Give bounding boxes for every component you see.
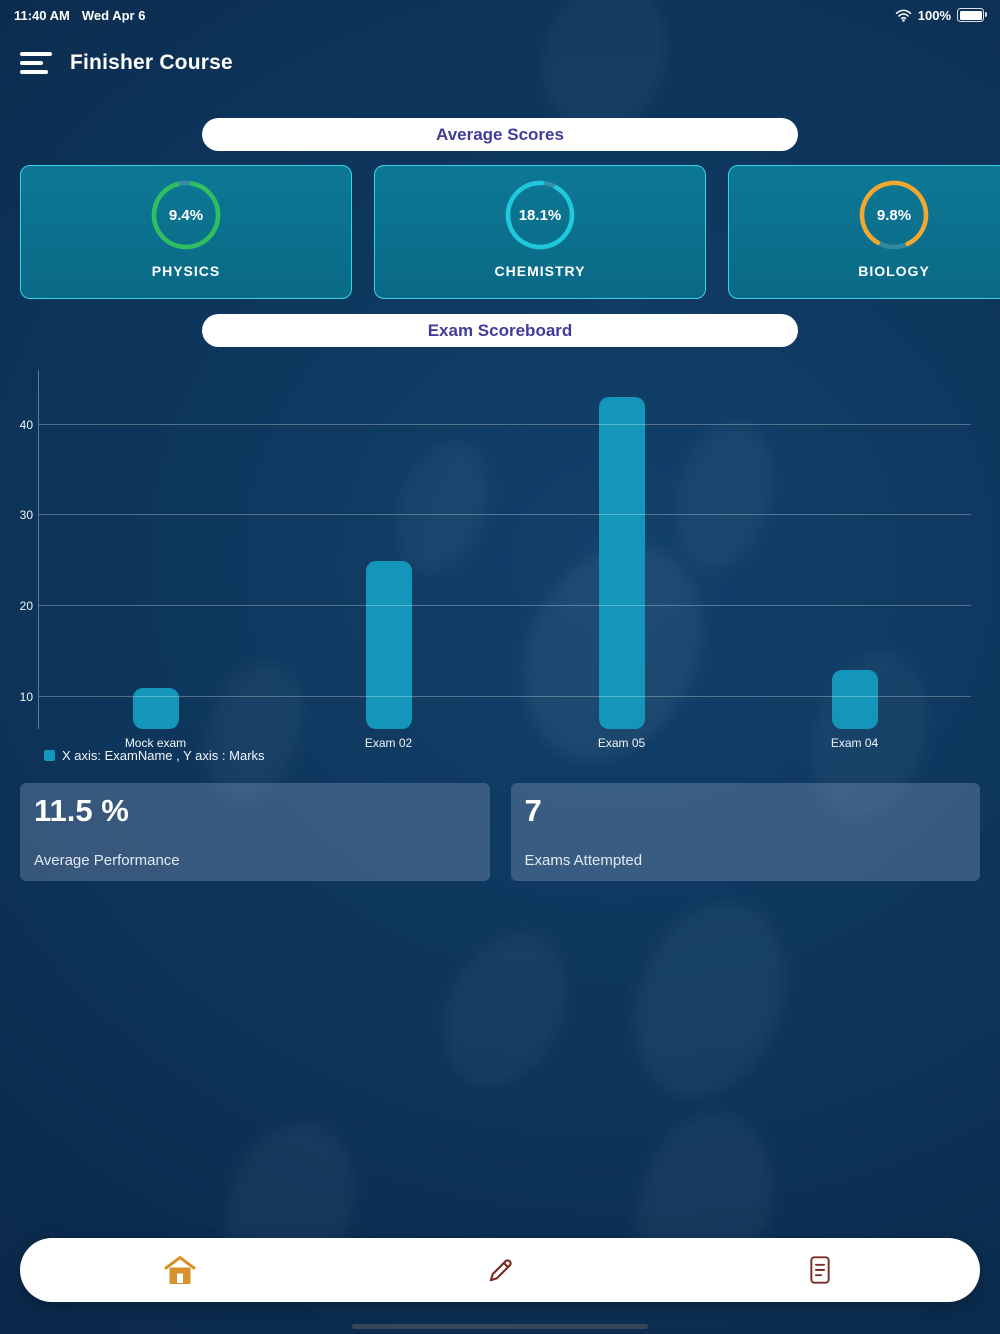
y-axis-tick-label: 40 — [19, 417, 33, 432]
y-axis-tick-label: 30 — [19, 508, 33, 523]
chart-legend: X axis: ExamName , Y axis : Marks — [44, 748, 265, 763]
nav-edit-button[interactable] — [340, 1255, 660, 1286]
status-bar: 11:40 AM Wed Apr 6 100% — [0, 0, 1000, 28]
gridline — [39, 514, 971, 516]
home-indicator[interactable] — [352, 1324, 648, 1329]
bar-column: Mock exam — [39, 370, 272, 750]
progress-ring — [505, 180, 575, 250]
bar-mock-exam[interactable] — [132, 688, 179, 729]
chart-bars: Mock exam Exam 02 Exam 05 Exam 04 — [39, 370, 971, 750]
x-axis-tick-label: Exam 05 — [597, 736, 646, 750]
stat-card-average-performance[interactable]: 11.5 % Average Performance — [20, 783, 490, 881]
pencil-icon — [489, 1258, 512, 1281]
subject-score: 9.8% — [876, 206, 912, 224]
progress-ring — [151, 180, 221, 250]
stat-label: Average Performance — [34, 852, 180, 869]
battery-icon — [957, 8, 987, 22]
stat-value: 11.5 % — [34, 793, 129, 828]
subject-name: PHYSICS — [151, 263, 221, 279]
average-scores-header: Average Scores — [202, 118, 798, 151]
bar-exam-04[interactable] — [831, 669, 878, 729]
bar-column: Exam 02 — [272, 370, 505, 750]
status-date: Wed Apr 6 — [81, 7, 146, 23]
home-icon — [164, 1256, 196, 1284]
x-axis-tick-label: Mock exam — [124, 736, 187, 750]
legend-swatch-icon — [44, 750, 55, 761]
bar-column: Exam 04 — [738, 370, 971, 750]
subject-name: BIOLOGY — [858, 263, 930, 279]
exam-bar-chart: Mock exam Exam 02 Exam 05 Exam 04 10 20 30 40 … — [0, 370, 1000, 770]
bar-column: Exam 05 — [505, 370, 738, 750]
y-axis-tick-label: 10 — [19, 690, 33, 705]
bar-exam-02[interactable] — [365, 560, 412, 729]
legend-text: X axis: ExamName , Y axis : Marks — [62, 748, 265, 763]
gridline — [39, 696, 971, 698]
subject-score: 9.4% — [168, 206, 204, 224]
y-axis-tick-label: 20 — [19, 599, 33, 614]
progress-ring — [859, 180, 929, 250]
battery-percent: 100% — [917, 7, 951, 23]
subject-score: 18.1% — [518, 206, 562, 224]
nav-home-button[interactable] — [20, 1255, 340, 1285]
nav-results-button[interactable] — [660, 1255, 980, 1285]
status-time: 11:40 AM — [14, 7, 70, 23]
gridline — [39, 423, 971, 425]
subject-cards-row: 9.4% PHYSICS 18.1% CHEMISTRY 9.8% — [20, 165, 1000, 299]
chart-plot: Mock exam Exam 02 Exam 05 Exam 04 10 20 30 40 — [20, 370, 971, 750]
stat-value: 7 — [524, 793, 542, 828]
stat-label: Exams Attempted — [524, 852, 643, 869]
stat-card-exams-attempted[interactable]: 7 Exams Attempted — [510, 783, 980, 881]
exam-scoreboard-header: Exam Scoreboard — [202, 314, 798, 347]
document-icon — [810, 1256, 830, 1284]
bottom-nav — [20, 1238, 980, 1302]
x-axis-tick-label: Exam 02 — [364, 736, 413, 750]
subject-card-chemistry[interactable]: 18.1% CHEMISTRY — [374, 165, 706, 299]
app-header: Finisher Course — [20, 50, 233, 76]
hamburger-menu-icon[interactable] — [20, 50, 52, 76]
x-axis-tick-label: Exam 04 — [830, 736, 879, 750]
stats-row: 11.5 % Average Performance 7 Exams Attem… — [20, 783, 980, 881]
gridline — [39, 605, 971, 607]
wifi-icon — [895, 9, 911, 22]
page-title: Finisher Course — [70, 51, 233, 74]
subject-name: CHEMISTRY — [494, 263, 586, 279]
bar-exam-05[interactable] — [598, 397, 645, 729]
subject-card-biology[interactable]: 9.8% BIOLOGY — [728, 165, 1000, 299]
subject-card-physics[interactable]: 9.4% PHYSICS — [20, 165, 352, 299]
